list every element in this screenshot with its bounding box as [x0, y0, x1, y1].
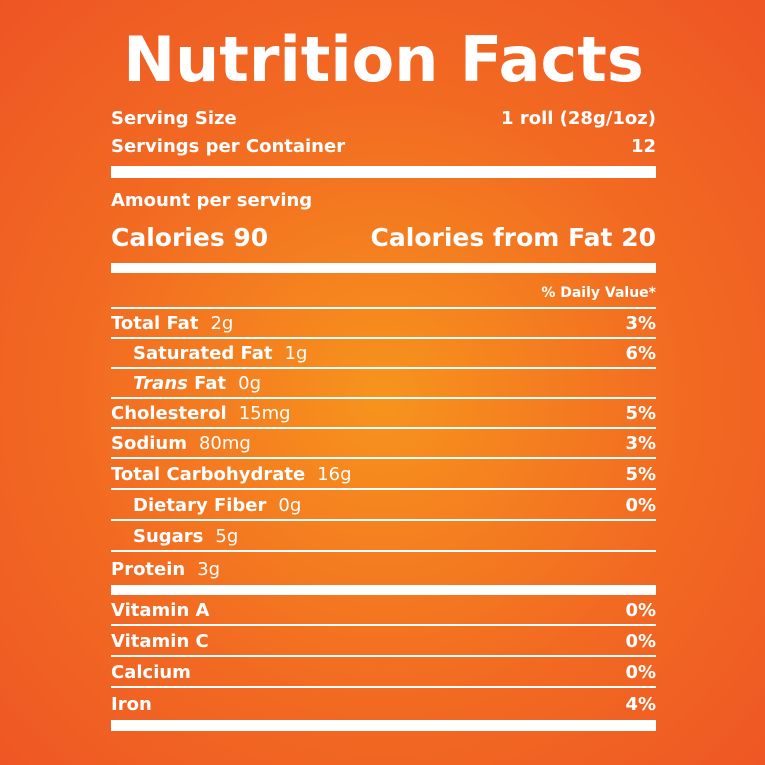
nutrient-amount: 1g: [284, 342, 308, 364]
calories-from-fat-text: Calories from Fat 20: [370, 222, 656, 252]
nutrient-amount: 0g: [238, 372, 262, 394]
nutrient-row-dietary-fiber: Dietary Fiber 0g 0%: [111, 491, 656, 521]
thick-divider-2: [111, 263, 656, 273]
nutrient-name: Dietary Fiber: [133, 494, 267, 516]
label-title: Nutrition Facts: [123, 23, 644, 96]
servings-per-container-label: Servings per Container: [111, 135, 346, 157]
nutrient-row-trans-fat: Trans Fat 0g: [111, 369, 656, 399]
nutrient-row-total-carbohydrate: Total Carbohydrate 16g 5%: [111, 460, 656, 490]
nutrient-name: Protein: [111, 558, 186, 580]
vitamin-dv: 0%: [625, 630, 656, 652]
nutrient-name: Fat: [194, 372, 227, 394]
nutrient-dv: 5%: [625, 402, 656, 424]
serving-size-row: Serving Size 1 roll (28g/1oz): [111, 105, 656, 131]
nutrient-amount: 15mg: [238, 402, 291, 424]
vitamin-row-iron: Iron 4%: [111, 689, 656, 719]
nutrient-row-total-fat: Total Fat 2g 3%: [111, 309, 656, 339]
nutrient-name-italic: Trans: [133, 372, 188, 394]
nutrient-amount: 0g: [278, 494, 302, 516]
daily-value-header: % Daily Value*: [541, 285, 656, 301]
nutrient-row-sugars: Sugars 5g: [111, 522, 656, 552]
vitamin-row-calcium: Calcium 0%: [111, 658, 656, 688]
vitamin-name: Calcium: [111, 661, 191, 683]
serving-size-label: Serving Size: [111, 107, 237, 129]
nutrient-name: Total Fat: [111, 312, 199, 334]
nutrition-facts-label: Nutrition Facts Serving Size 1 roll (28g…: [111, 0, 656, 765]
servings-per-container-value: 12: [630, 135, 656, 157]
nutrient-row-saturated-fat: Saturated Fat 1g 6%: [111, 339, 656, 369]
vitamin-dv: 0%: [625, 661, 656, 683]
calories-text: Calories 90: [111, 222, 269, 252]
vitamin-row-a: Vitamin A 0%: [111, 596, 656, 626]
nutrient-row-sodium: Sodium 80mg 3%: [111, 429, 656, 459]
nutrient-amount: 3g: [197, 558, 221, 580]
nutrient-dv: 3%: [625, 432, 656, 454]
vitamin-dv: 4%: [625, 693, 656, 715]
vitamin-name: Iron: [111, 693, 152, 715]
nutrient-name: Cholesterol: [111, 402, 227, 424]
thick-divider-1: [111, 166, 656, 178]
nutrient-name: Total Carbohydrate: [111, 463, 306, 485]
nutrient-row-protein: Protein 3g: [111, 554, 656, 584]
nutrient-dv: 6%: [625, 342, 656, 364]
daily-value-header-row: % Daily Value*: [111, 279, 656, 309]
nutrient-dv: 0%: [625, 494, 656, 516]
nutrient-amount: 16g: [317, 463, 352, 485]
nutrient-name: Sugars: [133, 525, 204, 547]
amount-per-serving-row: Amount per serving: [111, 187, 656, 213]
nutrient-amount: 2g: [210, 312, 234, 334]
vitamin-dv: 0%: [625, 599, 656, 621]
calories-row: Calories 90 Calories from Fat 20: [111, 219, 656, 255]
nutrient-amount: 80mg: [198, 432, 251, 454]
nutrient-dv: 5%: [625, 463, 656, 485]
thick-divider-3: [111, 585, 656, 595]
vitamin-name: Vitamin C: [111, 630, 209, 652]
serving-size-value: 1 roll (28g/1oz): [501, 107, 656, 129]
nutrient-name: Saturated Fat: [133, 342, 273, 364]
thick-divider-bottom: [111, 720, 656, 731]
amount-per-serving-label: Amount per serving: [111, 189, 313, 211]
nutrient-amount: 5g: [215, 525, 239, 547]
vitamin-row-c: Vitamin C 0%: [111, 627, 656, 657]
nutrient-dv: 3%: [625, 312, 656, 334]
nutrient-row-cholesterol: Cholesterol 15mg 5%: [111, 399, 656, 429]
nutrient-name: Sodium: [111, 432, 187, 454]
vitamin-name: Vitamin A: [111, 599, 210, 621]
servings-per-container-row: Servings per Container 12: [111, 133, 656, 159]
